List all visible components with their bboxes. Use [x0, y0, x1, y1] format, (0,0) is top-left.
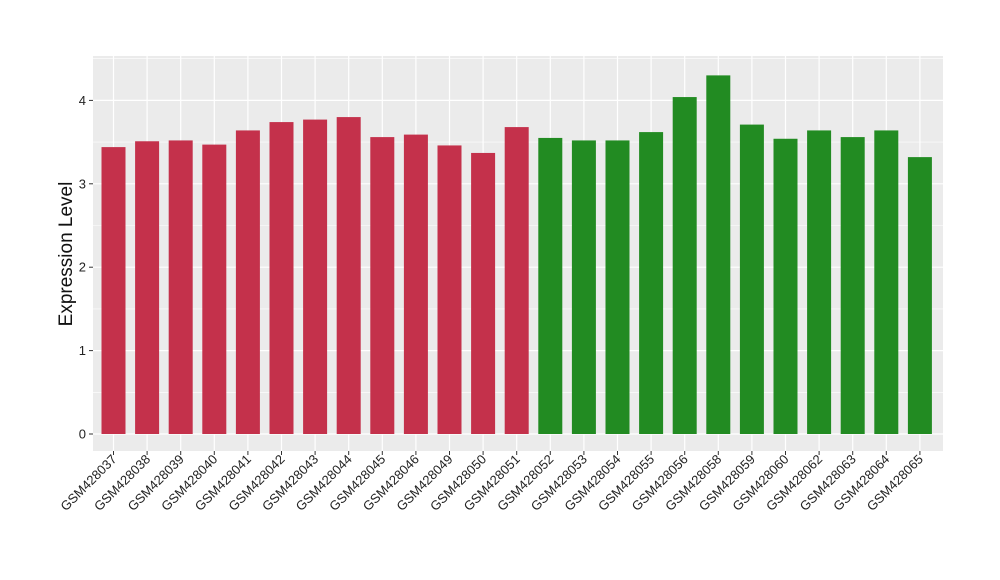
bar-GSM428058: [706, 75, 731, 434]
bar-GSM428050: [471, 152, 496, 434]
bar-GSM428046: [403, 134, 428, 434]
bar-GSM428054: [605, 140, 630, 434]
bar-GSM428042: [269, 122, 294, 435]
bars: [101, 75, 932, 435]
bar-GSM428052: [538, 137, 563, 434]
bar-GSM428039: [168, 140, 193, 434]
bar-GSM428063: [840, 137, 865, 434]
bar-GSM428062: [807, 130, 832, 434]
bar-GSM428045: [370, 137, 395, 434]
y-axis-ticks: 0 1 2 3 4: [79, 93, 93, 442]
bar-GSM428049: [437, 145, 462, 434]
y-tick-label: 0: [79, 427, 86, 442]
bar-GSM428043: [303, 119, 328, 434]
bar-GSM428056: [672, 97, 697, 435]
bar-GSM428038: [135, 141, 160, 435]
y-tick-label: 3: [79, 176, 86, 191]
bar-GSM428060: [773, 138, 798, 435]
y-tick-label: 1: [79, 343, 86, 358]
bar-GSM428055: [639, 132, 664, 435]
bar-GSM428065: [907, 157, 932, 434]
y-axis-title: Expression Level: [56, 182, 77, 327]
bar-GSM428059: [739, 124, 764, 434]
y-tick-label: 4: [79, 93, 86, 108]
bar-GSM428053: [571, 140, 596, 434]
bar-GSM428051: [504, 127, 529, 434]
bar-GSM428064: [874, 130, 899, 434]
bar-GSM428044: [336, 117, 361, 434]
bar-GSM428040: [202, 144, 227, 435]
bar-GSM428041: [235, 130, 260, 434]
bar-GSM428037: [101, 147, 126, 434]
y-tick-label: 2: [79, 260, 86, 275]
x-axis-ticks: GSM428037GSM428038GSM428039GSM428040GSM4…: [57, 451, 926, 514]
